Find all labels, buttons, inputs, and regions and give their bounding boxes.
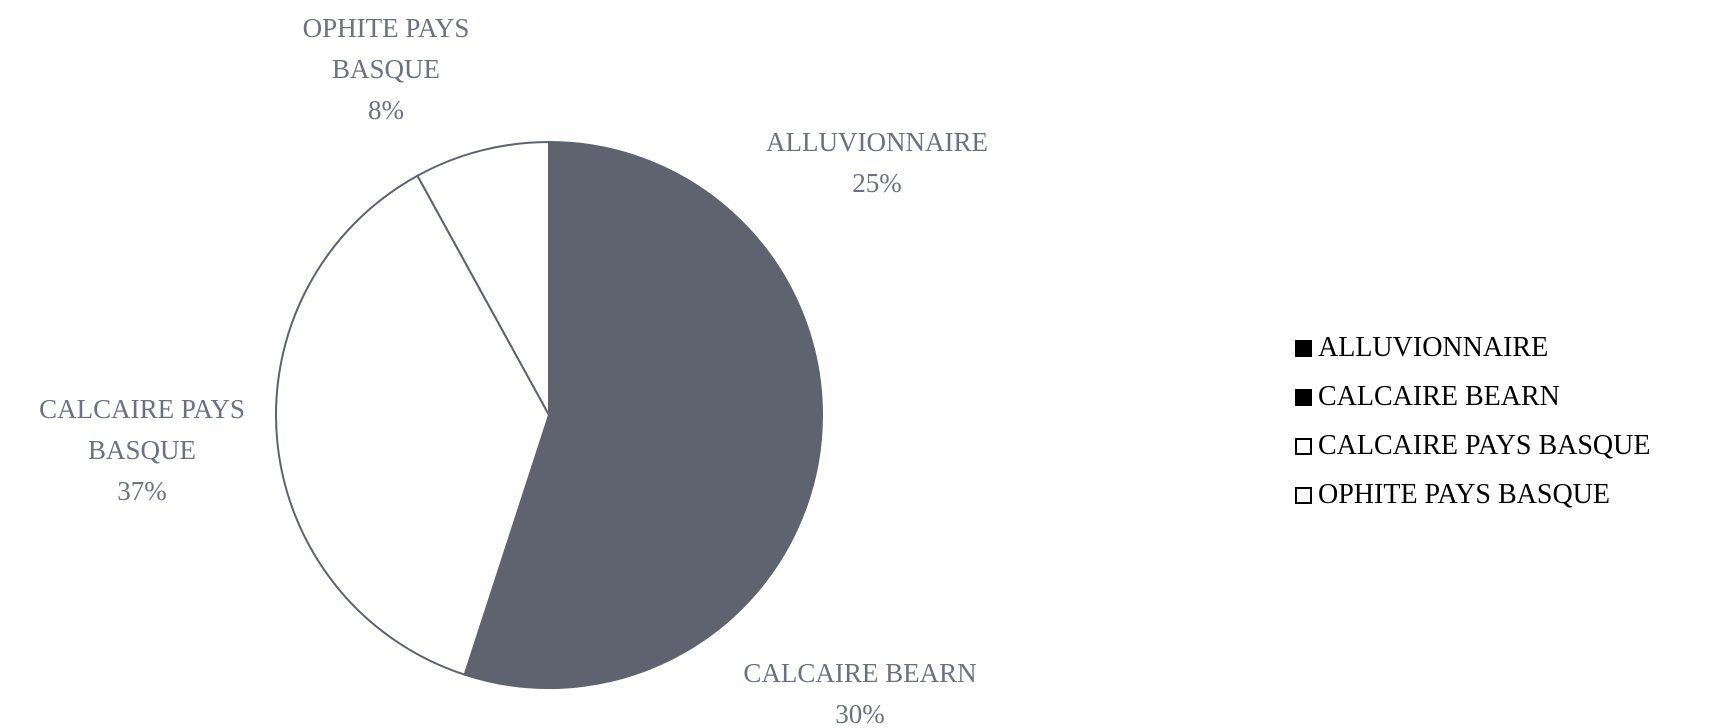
slice-label: OPHITE PAYS BASQUE 8% xyxy=(256,8,516,131)
slice-percent: 8% xyxy=(368,95,404,125)
pie-slice xyxy=(416,140,550,416)
slice-category: CALCAIRE BEARN xyxy=(743,658,977,688)
slice-label: CALCAIRE BEARN 30% xyxy=(710,653,1010,728)
slice-category: OPHITE PAYS BASQUE xyxy=(302,13,470,84)
legend-label: OPHITE PAYS BASQUE xyxy=(1318,479,1611,510)
slice-category: CALCAIRE PAYS BASQUE xyxy=(39,394,245,465)
legend-label: CALCAIRE BEARN xyxy=(1318,381,1560,412)
slice-percent: 37% xyxy=(117,476,167,506)
legend-label: CALCAIRE PAYS BASQUE xyxy=(1318,430,1651,461)
pie-slice xyxy=(463,414,824,689)
slice-category: ALLUVIONNAIRE xyxy=(766,127,988,157)
pie-slice xyxy=(275,174,551,676)
legend-swatch xyxy=(1295,486,1312,504)
legend-item: CALCAIRE BEARN xyxy=(1295,381,1560,413)
slice-label: ALLUVIONNAIRE 25% xyxy=(727,122,1027,204)
legend-item: ALLUVIONNAIRE xyxy=(1295,332,1548,364)
slice-percent: 30% xyxy=(835,699,885,728)
legend-swatch xyxy=(1295,339,1312,357)
pie-slice xyxy=(548,140,824,416)
legend-swatch xyxy=(1295,388,1312,406)
slice-percent: 25% xyxy=(852,168,902,198)
slice-label: CALCAIRE PAYS BASQUE 37% xyxy=(17,389,267,512)
legend-swatch xyxy=(1295,437,1312,455)
legend-item: CALCAIRE PAYS BASQUE xyxy=(1295,430,1650,462)
legend-item: OPHITE PAYS BASQUE xyxy=(1295,479,1610,511)
legend-label: ALLUVIONNAIRE xyxy=(1318,332,1549,363)
